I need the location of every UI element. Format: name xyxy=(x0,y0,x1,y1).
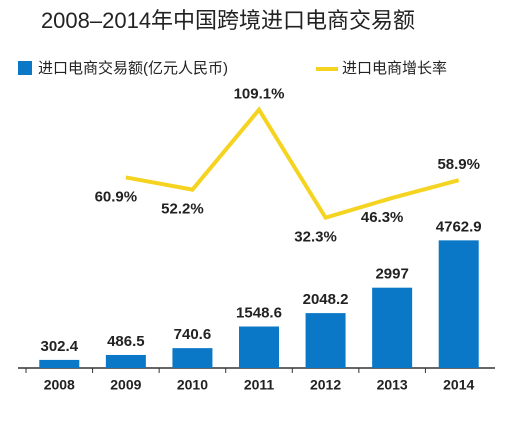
bar xyxy=(105,354,146,368)
bar xyxy=(438,240,479,368)
bar xyxy=(239,326,279,368)
bar-value-label: 2048.2 xyxy=(303,291,349,308)
x-tick-label: 2014 xyxy=(443,377,474,393)
legend-label: 进口电商增长率 xyxy=(342,60,447,77)
bar-value-label: 740.6 xyxy=(174,326,212,343)
legend-swatch xyxy=(18,61,32,75)
legend-label: 进口电商交易额(亿元人民币) xyxy=(38,59,228,77)
bar-value-label: 302.4 xyxy=(41,338,79,355)
x-tick-label: 2009 xyxy=(110,377,141,393)
line-value-label: 109.1% xyxy=(234,86,285,103)
bar-value-label: 486.5 xyxy=(107,333,145,350)
bar-value-label: 2997 xyxy=(375,266,408,283)
line-value-label: 46.3% xyxy=(361,209,404,226)
line-value-label: 52.2% xyxy=(161,201,204,218)
line-value-label: 60.9% xyxy=(95,188,138,205)
chart-title: 2008–2014年中国跨境进口电商交易额 xyxy=(41,8,415,33)
bar xyxy=(39,359,80,368)
x-tick-label: 2010 xyxy=(177,377,208,393)
line-value-label: 58.9% xyxy=(437,156,480,173)
bar-value-label: 4762.9 xyxy=(436,218,482,235)
line-value-label: 32.3% xyxy=(294,229,337,246)
bar xyxy=(372,287,413,368)
bar-value-label: 1548.6 xyxy=(236,304,282,321)
bar xyxy=(305,313,346,368)
line xyxy=(125,106,460,220)
bar xyxy=(172,348,213,368)
x-tick-label: 2008 xyxy=(44,377,75,393)
x-tick-label: 2013 xyxy=(377,377,408,393)
x-tick-label: 2012 xyxy=(310,377,341,393)
x-tick-label: 2011 xyxy=(244,377,275,393)
